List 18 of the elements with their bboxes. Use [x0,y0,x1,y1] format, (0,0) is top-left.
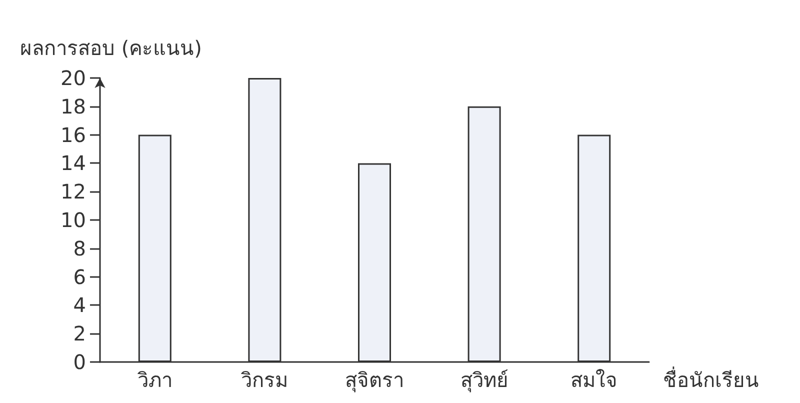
y-tick-label: 14 [60,151,86,176]
y-tick-label: 10 [60,208,86,232]
y-tick-label: 2 [73,322,86,346]
y-tick-label: 8 [73,236,86,260]
x-tick-label: สมใจ [570,368,618,392]
y-axis-title: ผลการสอบ (คะแนน) [20,36,202,60]
x-tick-label: วิกรม [241,368,288,392]
y-tick-label: 16 [60,122,86,147]
x-tick-label: สุจิตรา [345,368,404,393]
x-tick-label: วิภา [137,368,172,392]
y-tick-label: 12 [60,180,86,204]
y-tick-label: 4 [73,293,86,318]
y-tick-label: 0 [73,350,86,374]
x-tick-label: สุวิทย์ [460,368,508,393]
x-axis-title: ชื่อนักเรียน [663,366,759,392]
y-tick-label: 6 [73,264,86,289]
y-tick-label: 20 [60,66,86,90]
y-tick-label: 18 [60,94,86,118]
